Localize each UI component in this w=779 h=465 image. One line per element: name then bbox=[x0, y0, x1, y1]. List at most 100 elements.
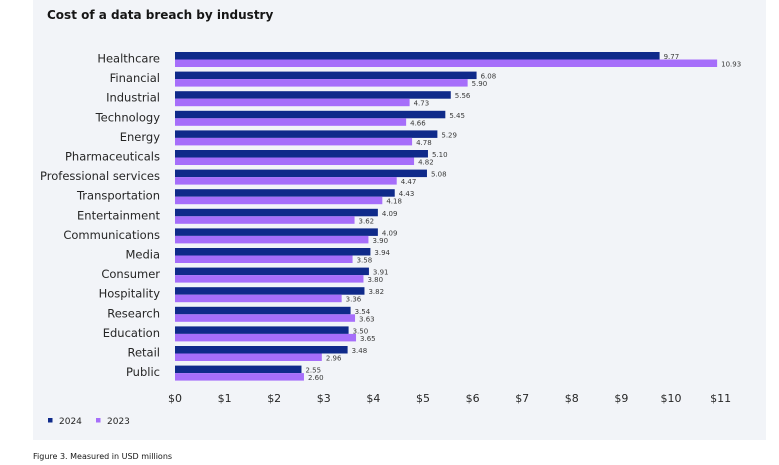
category-label: Technology bbox=[95, 110, 161, 124]
category-label: Hospitality bbox=[99, 287, 161, 301]
bar-2024 bbox=[175, 365, 302, 374]
bar-2023 bbox=[175, 177, 397, 185]
bar-2024 bbox=[175, 52, 660, 60]
x-tick-label: $3 bbox=[317, 392, 331, 405]
value-label-2024: 3.82 bbox=[368, 288, 384, 296]
x-tick-label: $0 bbox=[168, 392, 182, 405]
bar-2023 bbox=[175, 353, 322, 361]
bar-2024 bbox=[175, 287, 365, 295]
bar-2023 bbox=[175, 196, 383, 205]
category-label: Healthcare bbox=[97, 52, 160, 66]
value-label-2024: 3.54 bbox=[355, 308, 371, 316]
category-label: Consumer bbox=[101, 267, 160, 281]
category-label: Industrial bbox=[106, 91, 160, 105]
bar-2023 bbox=[175, 118, 407, 126]
value-label-2023: 3.80 bbox=[367, 276, 383, 284]
value-label-2023: 3.58 bbox=[357, 257, 373, 265]
bar-2023 bbox=[175, 373, 304, 381]
bar-2023 bbox=[175, 157, 415, 165]
value-label-2023: 4.78 bbox=[416, 139, 432, 147]
bar-2023 bbox=[175, 255, 353, 263]
category-label: Communications bbox=[63, 228, 160, 242]
bar-2024 bbox=[175, 189, 395, 197]
value-label-2023: 4.47 bbox=[401, 178, 417, 186]
legend-label-2023: 2023 bbox=[107, 417, 130, 427]
bar-2023 bbox=[175, 98, 410, 107]
category-label: Pharmaceuticals bbox=[65, 150, 160, 164]
bar-2024 bbox=[175, 150, 428, 158]
category-label: Entertainment bbox=[77, 208, 160, 222]
value-label-2024: 3.91 bbox=[373, 269, 389, 277]
x-tick-label: $5 bbox=[416, 392, 430, 405]
value-label-2023: 3.62 bbox=[359, 217, 375, 225]
value-label-2023: 4.73 bbox=[414, 100, 430, 108]
value-label-2024: 4.09 bbox=[382, 229, 398, 237]
bar-2023 bbox=[175, 59, 718, 67]
value-label-2023: 2.96 bbox=[326, 355, 342, 363]
value-label-2024: 3.94 bbox=[374, 249, 390, 257]
bar-2023 bbox=[175, 235, 369, 244]
bar-2024 bbox=[175, 346, 348, 354]
bar-2024 bbox=[175, 228, 378, 236]
x-tick-label: $7 bbox=[515, 392, 529, 405]
bar-2024 bbox=[175, 267, 369, 276]
bar-2023 bbox=[175, 314, 356, 322]
category-label: Public bbox=[126, 365, 160, 379]
bar-chart: Healthcare 9.77 10.93 Financial 6.085.90 Indu… bbox=[40, 52, 741, 428]
value-label-2023: 10.93 bbox=[721, 61, 741, 69]
value-label-2023: 3.65 bbox=[360, 335, 376, 343]
x-tick-label: $1 bbox=[218, 392, 232, 405]
bar-2023 bbox=[175, 333, 357, 342]
x-tick-label: $8 bbox=[565, 392, 579, 405]
bar-2023 bbox=[175, 275, 364, 283]
value-label-2024: 4.43 bbox=[399, 190, 415, 198]
category-label: Professional services bbox=[40, 169, 160, 183]
value-label-2023: 3.90 bbox=[372, 237, 388, 245]
x-tick-label: $10 bbox=[661, 392, 682, 405]
value-label-2023: 4.66 bbox=[410, 119, 426, 127]
chart-title: Cost of a data breach by industry bbox=[47, 8, 274, 22]
category-label: Research bbox=[107, 306, 160, 320]
legend-swatch-2024 bbox=[48, 418, 53, 423]
x-tick-label: $4 bbox=[366, 392, 380, 405]
bar-2024 bbox=[175, 110, 446, 119]
value-label-2024: 6.08 bbox=[481, 73, 497, 81]
value-label-2023: 5.90 bbox=[472, 80, 488, 88]
value-label-2024: 5.08 bbox=[431, 171, 447, 179]
value-label-2024: 3.48 bbox=[352, 347, 368, 355]
x-tick-label: $2 bbox=[267, 392, 281, 405]
value-label-2024: 5.10 bbox=[432, 151, 448, 159]
category-label: Media bbox=[125, 248, 160, 262]
bar-2024 bbox=[175, 306, 351, 315]
value-label-2023: 2.60 bbox=[308, 374, 324, 382]
bar-2024 bbox=[175, 326, 349, 334]
value-label-2024: 9.77 bbox=[664, 53, 680, 61]
legend-swatch-2023 bbox=[96, 418, 101, 423]
category-label: Education bbox=[103, 326, 160, 340]
x-tick-label: $6 bbox=[466, 392, 480, 405]
value-label-2023: 3.63 bbox=[359, 315, 375, 323]
bar-2024 bbox=[175, 71, 477, 80]
bar-2024 bbox=[175, 208, 378, 217]
bar-2023 bbox=[175, 137, 413, 146]
figure-caption: Figure 3. Measured in USD millions bbox=[33, 452, 173, 461]
value-label-2023: 3.36 bbox=[346, 296, 362, 304]
bar-2024 bbox=[175, 130, 438, 138]
value-label-2023: 4.82 bbox=[418, 159, 434, 167]
value-label-2024: 2.55 bbox=[305, 367, 321, 375]
category-label: Financial bbox=[110, 71, 160, 85]
bar-2023 bbox=[175, 216, 355, 224]
category-label: Retail bbox=[128, 346, 161, 360]
value-label-2023: 4.18 bbox=[386, 198, 402, 206]
value-label-2024: 3.50 bbox=[353, 327, 369, 335]
legend-label-2024: 2024 bbox=[59, 417, 82, 427]
category-label: Energy bbox=[120, 130, 160, 144]
bar-2024 bbox=[175, 248, 371, 256]
bar-2024 bbox=[175, 91, 451, 99]
value-label-2024: 5.29 bbox=[441, 131, 457, 139]
bar-2024 bbox=[175, 169, 427, 178]
bar-2023 bbox=[175, 79, 468, 87]
value-label-2024: 4.09 bbox=[382, 210, 398, 218]
x-tick-label: $9 bbox=[614, 392, 628, 405]
value-label-2024: 5.45 bbox=[449, 112, 465, 120]
